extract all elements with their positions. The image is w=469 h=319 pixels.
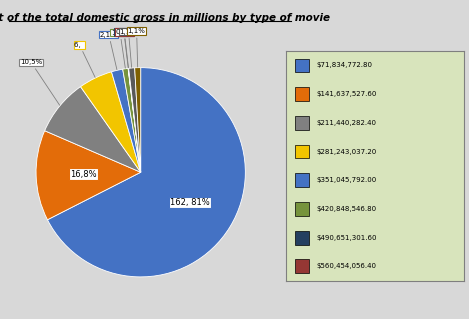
- Text: $420,848,546.80: $420,848,546.80: [317, 206, 377, 212]
- Text: 162, 81%: 162, 81%: [170, 198, 210, 207]
- Bar: [295, 58, 309, 72]
- Bar: [295, 173, 309, 187]
- Text: 6,: 6,: [75, 42, 95, 77]
- Bar: [295, 87, 309, 101]
- Bar: [295, 145, 309, 159]
- Text: $490,651,301.60: $490,651,301.60: [317, 235, 377, 241]
- Wedge shape: [112, 69, 141, 172]
- Wedge shape: [123, 68, 141, 172]
- Bar: [295, 202, 309, 216]
- Wedge shape: [45, 87, 141, 172]
- Text: 1,1%: 1,1%: [128, 28, 145, 67]
- Bar: [295, 259, 309, 273]
- Text: $141,637,527.60: $141,637,527.60: [317, 91, 377, 97]
- Text: 0,0%: 0,0%: [115, 29, 133, 68]
- Wedge shape: [135, 68, 141, 172]
- Wedge shape: [47, 68, 245, 277]
- Wedge shape: [128, 68, 141, 172]
- Text: $71,834,772.80: $71,834,772.80: [317, 63, 372, 68]
- Bar: [295, 116, 309, 130]
- Text: 1,0%: 1,0%: [111, 30, 129, 68]
- Wedge shape: [129, 68, 141, 172]
- Text: $281,243,037.20: $281,243,037.20: [317, 149, 377, 154]
- Wedge shape: [129, 68, 141, 172]
- Text: $211,440,282.40: $211,440,282.40: [317, 120, 377, 126]
- Text: $351,045,792.00: $351,045,792.00: [317, 177, 377, 183]
- Wedge shape: [81, 72, 141, 172]
- Bar: [295, 231, 309, 245]
- Text: 16,8%: 16,8%: [70, 170, 97, 179]
- Text: 10,5%: 10,5%: [20, 59, 60, 105]
- Text: $560,454,056.40: $560,454,056.40: [317, 263, 377, 269]
- Text: 1,1%: 1,1%: [120, 28, 137, 67]
- Text: Pie chart of the total domestic gross in millions by type of movie: Pie chart of the total domestic gross in…: [0, 13, 330, 23]
- Text: 2,1%: 2,1%: [100, 32, 118, 70]
- Wedge shape: [36, 131, 141, 220]
- Text: 0,0%: 0,0%: [115, 29, 133, 68]
